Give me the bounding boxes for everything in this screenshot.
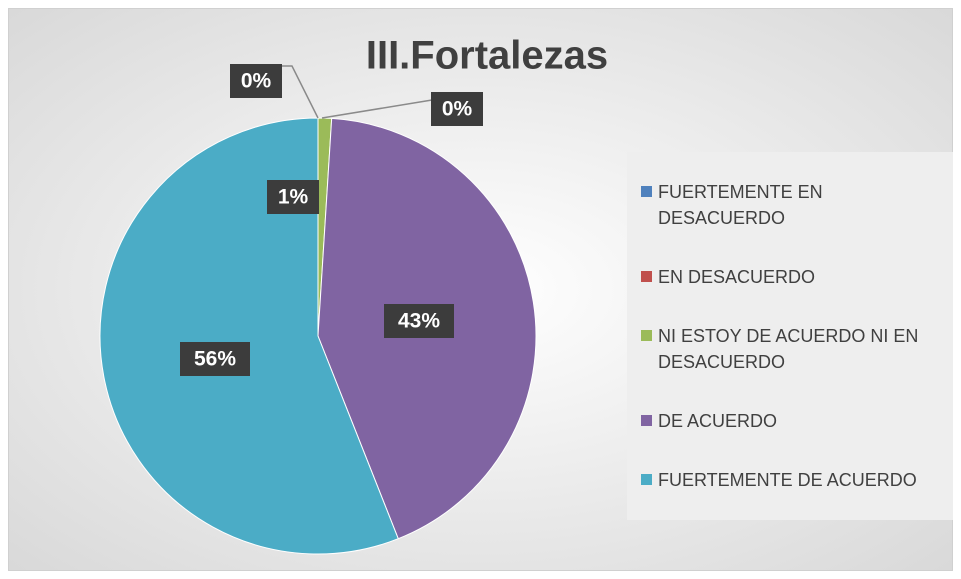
legend-item: DE ACUERDO	[641, 408, 943, 434]
leader-line	[282, 65, 319, 119]
legend-label: NI ESTOY DE ACUERDO NI EN DESACUERDO	[658, 325, 919, 372]
data-label: 0%	[241, 70, 272, 93]
label-box	[431, 92, 483, 126]
chart-title: III.Fortalezas	[366, 34, 608, 78]
legend-item: NI ESTOY DE ACUERDO NI EN DESACUERDO	[641, 323, 943, 375]
legend-swatch	[641, 474, 652, 486]
legend-label: FUERTEMENTE DE ACUERDO	[658, 470, 917, 491]
data-label: 43%	[398, 310, 440, 333]
legend-swatch	[641, 415, 652, 427]
data-label: 0%	[442, 98, 473, 121]
legend-label: DE ACUERDO	[658, 411, 778, 432]
pie-slice	[99, 117, 399, 555]
data-label: 56%	[194, 348, 236, 371]
data-label: 1%	[278, 186, 309, 209]
leader-line	[321, 99, 433, 119]
label-box	[384, 304, 454, 338]
legend-swatch	[641, 185, 652, 197]
label-box	[230, 64, 282, 98]
legend-swatch	[641, 270, 652, 282]
label-box	[267, 180, 319, 214]
legend-item: FUERTEMENTE DE ACUERDO	[641, 467, 943, 493]
label-box	[180, 342, 250, 376]
legend-label: EN DESACUERDO	[658, 266, 816, 287]
data-labels: 0% 0% 1% 43% 56%	[180, 64, 483, 376]
legend-label: FUERTEMENTE EN DESACUERDO	[658, 181, 823, 228]
legend-swatch	[641, 329, 652, 341]
legend-item: EN DESACUERDO	[641, 264, 943, 290]
legend: FUERTEMENTE EN DESACUERDO EN DESACUERDO NI…	[627, 152, 953, 520]
legend-item: FUERTEMENTE EN DESACUERDO	[641, 179, 943, 231]
